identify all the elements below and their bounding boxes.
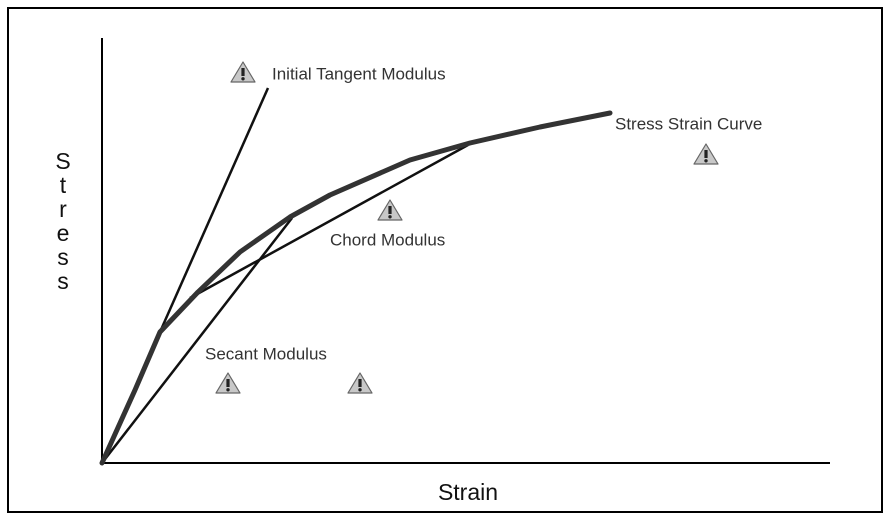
secant-label: Secant Modulus [205, 344, 327, 363]
warning-icon [693, 143, 719, 165]
warning-icon [230, 61, 256, 83]
stress-strain-curve [99, 110, 613, 466]
chord-label: Chord Modulus [330, 230, 445, 249]
y-axis-label: Stress [50, 148, 76, 292]
secant-line [101, 217, 293, 464]
x-axis-label: Strain [438, 479, 498, 505]
curve-label: Stress Strain Curve [615, 114, 762, 133]
initial-tangent-label: Initial Tangent Modulus [272, 64, 446, 83]
chord-line [189, 143, 469, 300]
warning-icon [377, 199, 403, 221]
frame [7, 7, 883, 513]
warning-icon [347, 372, 373, 394]
warning-icon [215, 372, 241, 394]
